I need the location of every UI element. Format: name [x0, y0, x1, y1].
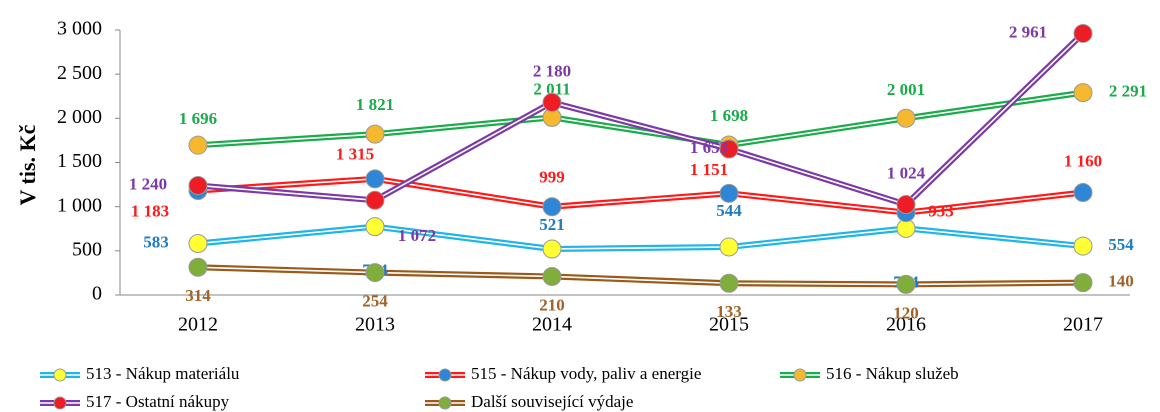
marker: [719, 139, 739, 159]
data-label: 120: [893, 303, 919, 322]
data-label: 521: [539, 215, 565, 234]
y-tick-label: 2 000: [57, 106, 102, 128]
legend-label: 515 - Nákup vody, paliv a energie: [471, 364, 701, 383]
legend-label: Další související výdaje: [471, 392, 633, 411]
data-label: 583: [143, 232, 169, 251]
data-label: 1 696: [179, 109, 217, 128]
data-label: 1 160: [1064, 151, 1102, 170]
marker: [719, 183, 739, 203]
marker: [365, 190, 385, 210]
legend-marker: [53, 368, 67, 382]
data-label: 2 961: [1009, 22, 1047, 41]
data-label: 254: [362, 291, 388, 310]
data-label: 1 183: [131, 201, 169, 220]
marker: [188, 175, 208, 195]
data-label: 1 072: [398, 226, 436, 245]
x-tick-label: 2013: [355, 314, 395, 336]
y-axis-label: V tis. Kč: [15, 124, 40, 205]
y-tick-label: 2 500: [57, 62, 102, 84]
data-label: 1 653: [690, 138, 728, 157]
data-label: 2 001: [887, 80, 925, 99]
marker: [1073, 83, 1093, 103]
series-line-inner: [197, 91, 1084, 146]
data-label: 999: [539, 168, 565, 187]
series-line-inner: [197, 225, 1084, 250]
marker: [719, 237, 739, 257]
marker: [542, 239, 562, 259]
legend-label: 516 - Nákup služeb: [826, 364, 959, 383]
data-label: 544: [716, 201, 742, 220]
data-label: 210: [539, 295, 565, 314]
marker: [1073, 23, 1093, 43]
series-line-inner: [197, 178, 1084, 214]
data-label: 933: [928, 201, 954, 220]
x-tick-label: 2014: [532, 314, 572, 336]
x-tick-label: 2015: [709, 314, 749, 336]
y-tick-label: 3 000: [57, 18, 102, 40]
y-tick-label: 500: [72, 238, 102, 260]
legend-marker: [53, 396, 67, 410]
y-tick-label: 0: [92, 283, 102, 305]
data-label: 2 011: [533, 79, 570, 98]
marker: [365, 217, 385, 237]
data-label: 1 024: [887, 163, 926, 182]
series-line: [197, 264, 1084, 288]
legend-label: 513 - Nákup materiálu: [86, 364, 240, 383]
marker: [1073, 273, 1093, 293]
data-label: 1 315: [336, 145, 374, 164]
marker: [1073, 183, 1093, 203]
legend-marker: [438, 396, 452, 410]
marker: [365, 124, 385, 144]
x-tick-label: 2016: [886, 314, 926, 336]
marker: [542, 197, 562, 217]
y-tick-label: 1 500: [57, 150, 102, 172]
marker: [188, 135, 208, 155]
data-label: 1 240: [129, 174, 167, 193]
data-label: 140: [1108, 272, 1134, 291]
marker: [542, 266, 562, 286]
marker: [896, 108, 916, 128]
marker: [719, 273, 739, 293]
data-label: 1 821: [356, 95, 394, 114]
marker: [542, 92, 562, 112]
legend-marker: [438, 368, 452, 382]
data-label: 314: [185, 286, 211, 305]
marker: [365, 263, 385, 283]
y-tick-label: 1 000: [57, 194, 102, 216]
legend-marker: [793, 368, 807, 382]
marker: [896, 218, 916, 238]
marker: [896, 195, 916, 215]
marker: [365, 169, 385, 189]
legend-label: 517 - Ostatní nákupy: [86, 392, 230, 411]
data-label: 1 698: [710, 106, 748, 125]
series-line-inner: [197, 266, 1084, 286]
data-label: 554: [1108, 235, 1134, 254]
marker: [188, 257, 208, 277]
series-line: [197, 223, 1084, 252]
series-line-inner: [197, 32, 1084, 206]
x-tick-label: 2012: [178, 314, 218, 336]
marker: [896, 274, 916, 294]
x-tick-label: 2017: [1063, 314, 1103, 336]
data-label: 2 291: [1109, 82, 1147, 101]
data-label: 1 151: [690, 160, 728, 179]
marker: [1073, 236, 1093, 256]
data-label: 2 180: [533, 61, 571, 80]
marker: [188, 234, 208, 254]
data-label: 133: [716, 302, 742, 321]
